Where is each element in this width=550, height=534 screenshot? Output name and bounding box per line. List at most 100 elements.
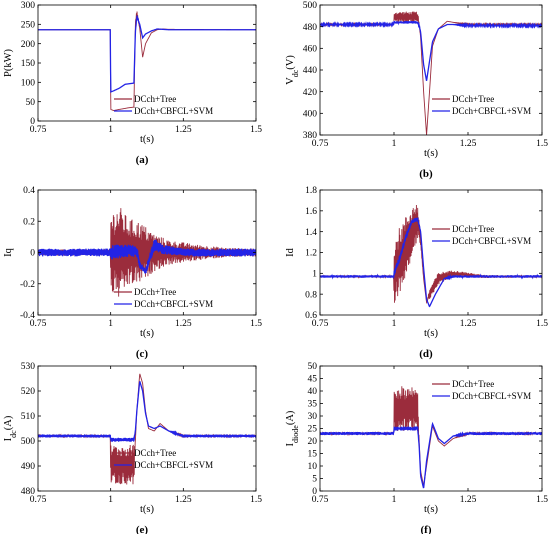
x-tick-label: 1.25 bbox=[175, 495, 192, 505]
y-tick-label: -0.4 bbox=[20, 311, 35, 321]
y-axis-label: Iq bbox=[3, 247, 14, 256]
y-tick-label: 0.2 bbox=[23, 217, 35, 227]
y-axis-label-main: Id bbox=[285, 247, 296, 256]
y-tick-label: 0 bbox=[312, 487, 317, 497]
x-tick-label: 1.5 bbox=[536, 495, 548, 505]
x-tick-label: 1.25 bbox=[460, 139, 477, 149]
y-tick-label: 480 bbox=[303, 23, 318, 33]
y-tick-label: 0 bbox=[30, 117, 35, 127]
chart-panel-a: 0.75 1 1.25 1.5 0 50 100 150 200 250 300 t(s) P(kW) (… bbox=[3, 1, 262, 166]
x-axis-label: t(s) bbox=[140, 134, 155, 145]
y-tick-label: 0.8 bbox=[305, 290, 317, 300]
panel-label: (b) bbox=[419, 168, 433, 180]
chart-panel-c: 0.75 1 1.25 1.5 -0.4 -0.2 0 0.2 0.4 t(s) Iq (c) DCch… bbox=[3, 186, 262, 360]
y-tick-label: 1.8 bbox=[305, 186, 317, 196]
legend-label: DCch+CBFCL+SVM bbox=[452, 106, 531, 116]
series-line-cbfcl-svm bbox=[320, 217, 542, 308]
series-line-cbfcl-svm bbox=[38, 381, 256, 442]
y-tick-label: 500 bbox=[303, 1, 318, 11]
y-axis-label-unit: (V) bbox=[285, 55, 296, 70]
y-axis-label: Vdc(V) bbox=[285, 55, 300, 85]
y-tick-label: 150 bbox=[21, 59, 36, 69]
y-tick-label: 50 bbox=[308, 362, 318, 372]
chart-panel-d: 0.75 1 1.25 1.5 0.6 0.8 1 1.2 1.4 1.6 1.8 t(s) Id (d)… bbox=[285, 186, 548, 360]
y-tick-label: 0.6 bbox=[305, 311, 317, 321]
y-axis-label-main: Iq bbox=[3, 247, 14, 256]
legend-label: DCch+Tree bbox=[134, 287, 176, 297]
x-tick-label: 0.75 bbox=[312, 495, 329, 505]
y-tick-label: 15 bbox=[308, 450, 318, 460]
x-tick-label: 1.5 bbox=[250, 319, 262, 329]
legend-label: DCch+Tree bbox=[452, 379, 494, 389]
series-line-tree bbox=[320, 11, 542, 135]
y-tick-label: 50 bbox=[26, 98, 36, 108]
legend: DCch+Tree DCch+CBFCL+SVM bbox=[114, 448, 213, 470]
y-tick-label: 530 bbox=[21, 362, 36, 372]
y-tick-label: 30 bbox=[308, 412, 318, 422]
chart-panel-e: 0.75 1 1.25 1.5 480 490 500 510 520 530 t(s) Idc(A)… bbox=[3, 362, 262, 534]
y-tick-label: 400 bbox=[303, 110, 318, 120]
y-axis-label-subscript: diode bbox=[291, 425, 300, 443]
series-line-cbfcl-svm bbox=[38, 15, 256, 93]
x-tick-label: 1.5 bbox=[250, 495, 262, 505]
y-axis-label-subscript: dc bbox=[291, 69, 300, 77]
x-tick-label: 0.75 bbox=[312, 319, 329, 329]
legend: DCch+Tree DCch+CBFCL+SVM bbox=[114, 94, 213, 116]
x-tick-label: 1 bbox=[108, 125, 113, 135]
panel-label: (f) bbox=[421, 524, 432, 534]
legend-label: DCch+CBFCL+SVM bbox=[452, 391, 531, 401]
x-tick-label: 1.25 bbox=[460, 495, 477, 505]
x-tick-label: 1 bbox=[392, 495, 397, 505]
x-tick-label: 0.75 bbox=[30, 319, 47, 329]
y-tick-label: 440 bbox=[303, 66, 318, 76]
legend: DCch+Tree DCch+CBFCL+SVM bbox=[432, 224, 531, 246]
legend-label: DCch+CBFCL+SVM bbox=[134, 106, 213, 116]
series-line-cbfcl-svm bbox=[38, 239, 256, 274]
legend: DCch+Tree DCch+CBFCL+SVM bbox=[432, 379, 531, 401]
legend-label: DCch+CBFCL+SVM bbox=[134, 299, 213, 309]
y-tick-label: 300 bbox=[21, 1, 36, 11]
x-tick-label: 1.25 bbox=[175, 319, 192, 329]
x-tick-label: 1 bbox=[108, 495, 113, 505]
plot-frame bbox=[319, 365, 543, 492]
y-tick-label: 35 bbox=[308, 400, 318, 410]
y-tick-label: 0 bbox=[30, 249, 35, 259]
x-tick-label: 0.75 bbox=[30, 125, 47, 135]
y-axis-label: Idiode(A) bbox=[285, 410, 300, 446]
y-tick-label: 380 bbox=[303, 131, 318, 141]
y-axis-label-main: V bbox=[285, 77, 296, 85]
y-tick-label: 1.6 bbox=[305, 207, 317, 217]
x-tick-label: 1 bbox=[392, 319, 397, 329]
y-axis-label: Id bbox=[285, 247, 296, 256]
x-tick-label: 1.5 bbox=[250, 125, 262, 135]
y-tick-label: 460 bbox=[303, 45, 318, 55]
x-tick-label: 1.25 bbox=[175, 125, 192, 135]
y-tick-label: 200 bbox=[21, 40, 36, 50]
y-tick-label: 1.4 bbox=[305, 228, 317, 238]
panel-label: (e) bbox=[136, 524, 149, 534]
y-tick-label: 25 bbox=[308, 425, 318, 435]
x-axis-label: t(s) bbox=[424, 504, 439, 515]
legend-label: DCch+Tree bbox=[452, 224, 494, 234]
x-tick-label: 0.75 bbox=[30, 495, 47, 505]
panel-label: (d) bbox=[419, 348, 433, 360]
legend: DCch+Tree DCch+CBFCL+SVM bbox=[432, 94, 531, 116]
y-tick-label: -0.2 bbox=[20, 280, 35, 290]
y-axis-label-unit: (A) bbox=[3, 415, 14, 430]
legend-label: DCch+Tree bbox=[134, 94, 176, 104]
x-tick-label: 0.75 bbox=[312, 139, 329, 149]
legend-label: DCch+Tree bbox=[452, 94, 494, 104]
x-tick-label: 1.5 bbox=[536, 139, 548, 149]
y-tick-label: 510 bbox=[21, 412, 36, 422]
y-tick-label: 10 bbox=[308, 462, 318, 472]
x-axis-label: t(s) bbox=[424, 148, 439, 159]
series-line-tree bbox=[320, 205, 542, 304]
series-line-cbfcl-svm bbox=[320, 421, 542, 489]
y-tick-label: 100 bbox=[21, 79, 36, 89]
legend-label: DCch+CBFCL+SVM bbox=[452, 236, 531, 246]
y-tick-label: 480 bbox=[21, 487, 36, 497]
y-tick-label: 1 bbox=[312, 270, 317, 280]
x-tick-label: 1 bbox=[108, 319, 113, 329]
panel-label: (c) bbox=[136, 348, 149, 360]
